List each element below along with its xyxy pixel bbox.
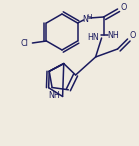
Text: NH: NH [48, 91, 60, 100]
Text: O: O [120, 4, 127, 13]
Text: N: N [83, 14, 89, 24]
Text: O: O [129, 31, 136, 40]
Text: H: H [86, 14, 91, 20]
Text: HN: HN [88, 33, 100, 41]
Text: NH: NH [108, 31, 119, 40]
Text: Cl: Cl [20, 39, 28, 47]
